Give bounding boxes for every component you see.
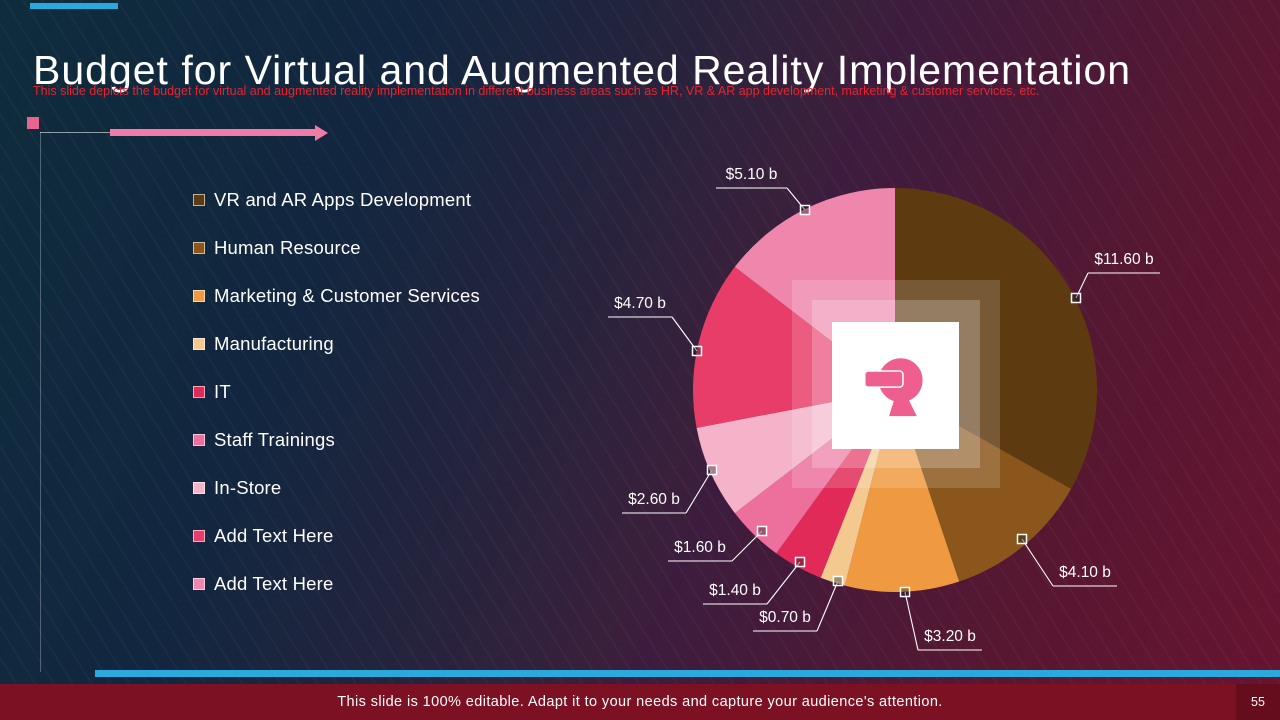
label-leader-line	[786, 187, 806, 211]
pie-data-label: $11.60 b	[1094, 251, 1154, 268]
legend-item-7[interactable]: In-Store	[193, 464, 480, 512]
label-anchor-marker	[691, 345, 703, 357]
page-number-box: 55	[1236, 684, 1280, 720]
label-anchor-marker	[1070, 292, 1082, 304]
label-leader-line	[766, 561, 801, 605]
page-number: 55	[1251, 695, 1265, 709]
footer-note: This slide is 100% editable. Adapt it to…	[337, 694, 943, 710]
pie-data-label: $4.70 b	[614, 295, 666, 312]
legend-label: Marketing & Customer Services	[214, 285, 480, 306]
bottom-accent-bar	[95, 670, 1280, 677]
pie-data-label: $5.10 b	[725, 166, 778, 183]
label-anchor-marker	[794, 556, 806, 568]
legend-swatch	[193, 242, 205, 254]
label-leader-line	[671, 316, 698, 352]
label-leader-line	[816, 580, 839, 632]
pie-data-label: $4.10 b	[1059, 564, 1111, 581]
pie-data-label: $2.60 b	[628, 491, 680, 508]
pie-data-label: $1.40 b	[709, 582, 761, 599]
pie-slice-3[interactable]	[844, 390, 960, 592]
legend-item-1[interactable]: VR and AR Apps Development	[193, 176, 480, 224]
slide-subtitle: This slide depicts the budget for virtua…	[33, 84, 1040, 98]
legend-item-4[interactable]: Manufacturing	[193, 320, 480, 368]
legend-label: Add Text Here	[214, 525, 334, 546]
legend-swatch	[193, 434, 205, 446]
legend-item-8[interactable]: Add Text Here	[193, 512, 480, 560]
legend-label: Add Text Here	[214, 573, 334, 594]
chart-center-card	[832, 322, 959, 449]
decorative-horizontal-line	[40, 132, 110, 133]
vr-headset-head-icon	[863, 357, 923, 416]
legend-swatch	[193, 482, 205, 494]
legend-label: Staff Trainings	[214, 429, 335, 450]
legend-swatch	[193, 578, 205, 590]
label-leader-line	[685, 469, 713, 514]
decorative-vertical-line	[40, 132, 41, 672]
legend-item-6[interactable]: Staff Trainings	[193, 416, 480, 464]
label-leader-line	[1021, 538, 1054, 587]
chart-legend: VR and AR Apps Development Human Resource…	[193, 176, 480, 608]
legend-swatch	[193, 530, 205, 542]
legend-item-5[interactable]: IT	[193, 368, 480, 416]
label-anchor-marker	[832, 575, 844, 587]
legend-label: Human Resource	[214, 237, 361, 258]
legend-label: In-Store	[214, 477, 282, 498]
legend-item-2[interactable]: Human Resource	[193, 224, 480, 272]
label-anchor-marker	[799, 204, 811, 216]
page-title: Budget for Virtual and Augmented Reality…	[33, 47, 1132, 94]
top-accent-bar	[30, 3, 118, 9]
label-leader-line	[904, 591, 919, 651]
pie-data-label: $3.20 b	[924, 628, 976, 645]
legend-swatch	[193, 290, 205, 302]
pie-data-label: $1.60 b	[674, 539, 726, 556]
legend-item-9[interactable]: Add Text Here	[193, 560, 480, 608]
legend-swatch	[193, 386, 205, 398]
label-anchor-marker	[899, 586, 911, 598]
legend-swatch	[193, 338, 205, 350]
label-anchor-marker	[1016, 533, 1028, 545]
legend-item-3[interactable]: Marketing & Customer Services	[193, 272, 480, 320]
arrow-decoration	[110, 125, 328, 141]
legend-label: IT	[214, 381, 231, 402]
legend-label: VR and AR Apps Development	[214, 189, 472, 210]
pie-data-label: $0.70 b	[759, 609, 811, 626]
label-anchor-marker	[756, 525, 768, 537]
decorative-pink-square	[27, 117, 39, 129]
label-anchor-marker	[706, 464, 718, 476]
footer-bar: This slide is 100% editable. Adapt it to…	[0, 684, 1280, 720]
legend-label: Manufacturing	[214, 333, 334, 354]
legend-swatch	[193, 194, 205, 206]
